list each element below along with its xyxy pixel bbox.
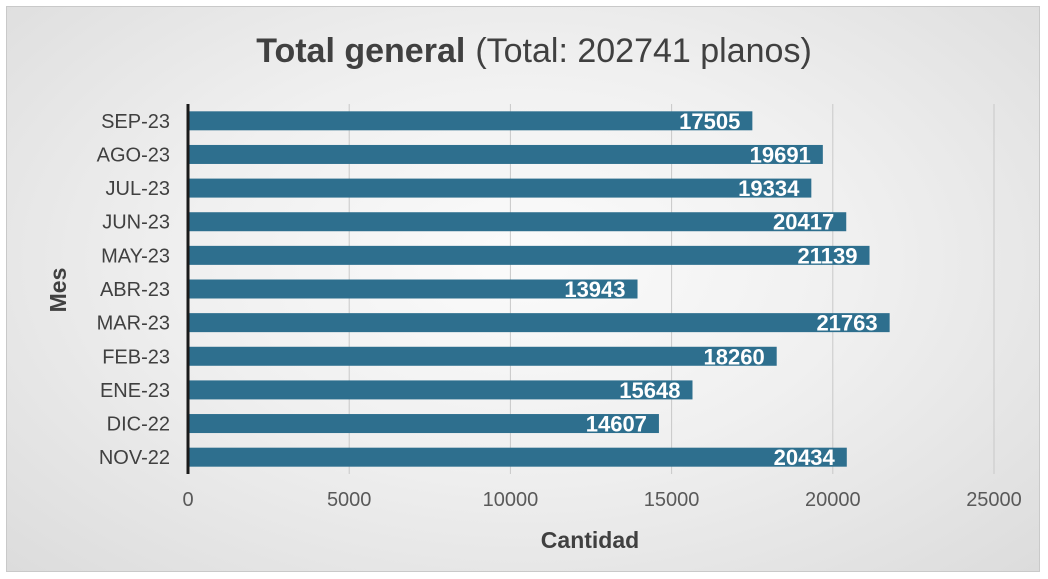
x-axis-title: Cantidad bbox=[541, 527, 639, 553]
x-tick-label: 15000 bbox=[644, 489, 700, 511]
bar bbox=[188, 144, 823, 164]
category-label: ENE-23 bbox=[100, 380, 170, 402]
bar bbox=[188, 313, 890, 333]
data-label: 17505 bbox=[679, 109, 740, 134]
data-label: 19334 bbox=[738, 176, 800, 201]
category-label: MAR-23 bbox=[97, 313, 170, 335]
chart-subtitle: (Total: 202741 planos) bbox=[475, 32, 811, 70]
category-label: NOV-22 bbox=[99, 447, 170, 469]
data-labels: 17505 19691 19334 20417 21139 13943 21763 18260… bbox=[564, 109, 877, 470]
bar bbox=[188, 279, 638, 299]
category-label: FEB-23 bbox=[102, 346, 170, 368]
data-label: 21139 bbox=[798, 243, 858, 268]
data-label: 14607 bbox=[586, 412, 647, 437]
bar bbox=[188, 111, 753, 131]
x-tick-label: 5000 bbox=[327, 489, 372, 511]
chart-title: Total general (Total: 202741 planos) bbox=[256, 32, 812, 70]
data-label: 13943 bbox=[564, 277, 625, 302]
bar bbox=[188, 414, 659, 434]
category-label: AGO-23 bbox=[97, 144, 170, 166]
bars bbox=[188, 111, 890, 467]
bar bbox=[188, 447, 847, 467]
data-label: 20417 bbox=[773, 210, 834, 235]
bar bbox=[188, 178, 812, 198]
x-tick-label: 20000 bbox=[805, 489, 861, 511]
y-axis-title: Mes bbox=[45, 268, 71, 313]
bar bbox=[188, 212, 847, 232]
bar bbox=[188, 346, 777, 366]
x-tick-label: 10000 bbox=[483, 489, 539, 511]
category-labels: SEP-23 AGO-23 JUL-23 JUN-23 MAY-23 ABR-23 MAR-… bbox=[97, 111, 170, 469]
bar bbox=[188, 245, 870, 265]
chart-title-main: Total general bbox=[256, 32, 465, 70]
data-label: 18260 bbox=[704, 344, 765, 369]
x-tick-label: 0 bbox=[182, 489, 193, 511]
x-tick-labels: 0 5000 10000 15000 20000 25000 bbox=[182, 489, 1021, 511]
category-label: JUN-23 bbox=[102, 212, 170, 234]
category-label: JUL-23 bbox=[106, 178, 170, 200]
category-label: MAY-23 bbox=[101, 245, 170, 267]
x-tick-label: 25000 bbox=[966, 489, 1022, 511]
data-label: 19691 bbox=[750, 142, 811, 167]
category-label: SEP-23 bbox=[101, 111, 170, 133]
data-label: 15648 bbox=[619, 378, 680, 403]
bar bbox=[188, 380, 693, 400]
data-label: 21763 bbox=[816, 311, 877, 336]
category-label: ABR-23 bbox=[100, 279, 170, 301]
data-label: 20434 bbox=[774, 445, 836, 470]
category-label: DIC-22 bbox=[107, 414, 170, 436]
